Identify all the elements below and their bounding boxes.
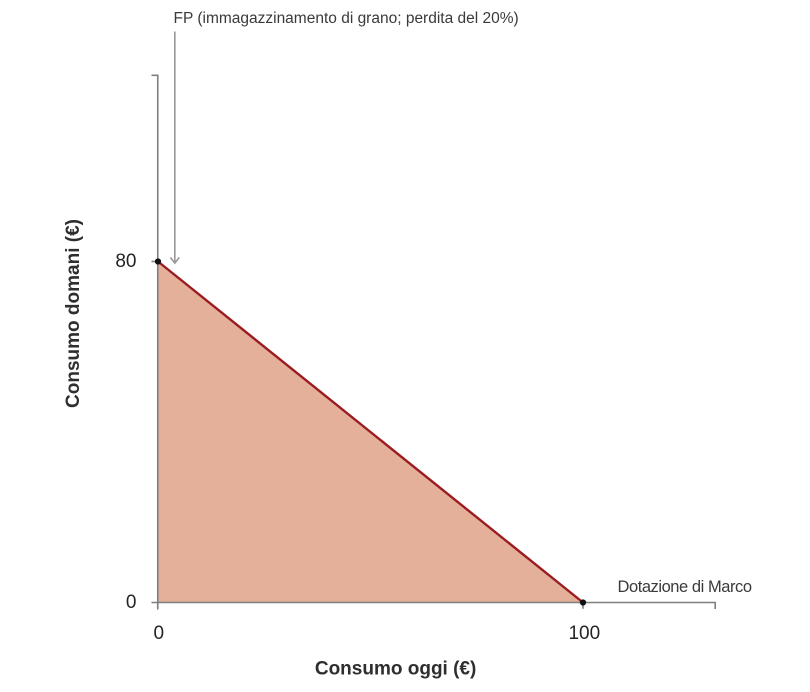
svg-text:Dotazione di Marco: Dotazione di Marco [618, 578, 752, 596]
svg-text:Consumo domani (€): Consumo domani (€) [63, 219, 84, 408]
svg-text:0: 0 [126, 592, 137, 613]
svg-text:Consumo oggi (€): Consumo oggi (€) [315, 659, 476, 680]
svg-text:0: 0 [154, 623, 165, 644]
svg-text:100: 100 [568, 623, 600, 644]
svg-text:80: 80 [115, 251, 136, 272]
svg-text:FP (immagazzinamento di grano;: FP (immagazzinamento di grano; perdita d… [174, 10, 519, 27]
